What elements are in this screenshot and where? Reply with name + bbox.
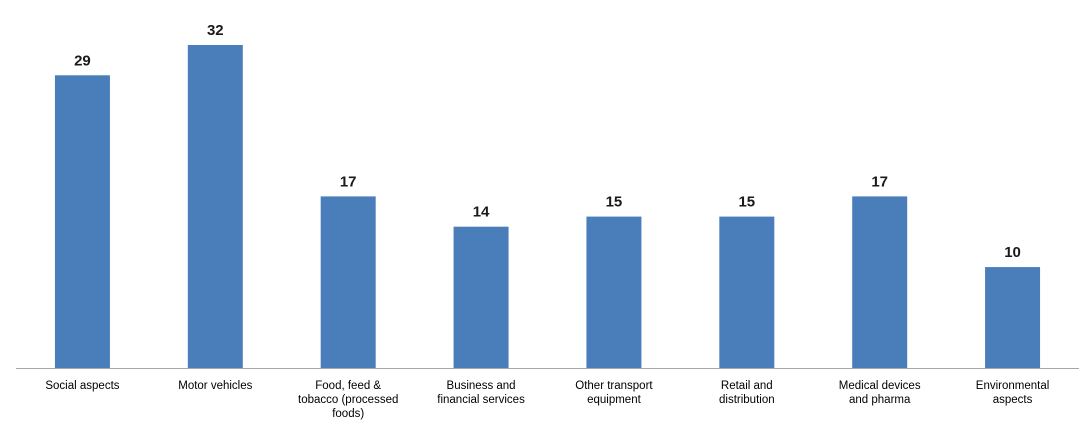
x-tick-label-line: financial services	[437, 394, 525, 406]
data-label: 15	[738, 194, 755, 211]
data-label: 10	[1004, 244, 1021, 261]
data-label: 15	[606, 194, 623, 211]
data-label: 14	[473, 204, 490, 221]
x-tick-label: Food, feed & tobacco (processed foods)	[298, 380, 398, 420]
x-tick-label: Motor vehicles	[178, 380, 252, 392]
x-tick-label: Environmental aspects	[976, 380, 1050, 406]
bar	[719, 216, 775, 368]
x-tick-label-line: distribution	[719, 394, 775, 406]
x-tick-label-line: Environmental	[976, 380, 1050, 392]
bar	[187, 45, 243, 368]
bar	[453, 226, 509, 368]
x-tick-label: Social aspects	[45, 380, 119, 392]
x-tick-label-line: aspects	[993, 394, 1033, 406]
x-tick-label-line: Retail and	[721, 380, 773, 392]
x-tick-label-line: Motor vehicles	[178, 380, 252, 392]
bar	[54, 75, 110, 368]
x-tick-label: Medical devices and pharma	[839, 380, 921, 406]
x-tick-label-line: Food, feed &	[315, 380, 381, 392]
data-label: 29	[74, 52, 91, 69]
x-tick-label-line: Medical devices	[839, 380, 921, 392]
x-tick-label: Business and financial services	[437, 380, 525, 406]
x-tick-label-line: Social aspects	[45, 380, 119, 392]
x-tick-label-line: and pharma	[849, 394, 911, 406]
data-label: 32	[207, 22, 224, 39]
bars-group	[54, 45, 1041, 368]
data-label: 17	[340, 173, 357, 190]
x-tick-label-line: equipment	[587, 394, 642, 406]
x-tick-label-line: tobacco (processed	[298, 394, 398, 406]
bar	[985, 267, 1041, 368]
x-tick-label-line: Other transport	[575, 380, 653, 392]
category-labels-group: Social aspects Motor vehicles Food, feed &…	[45, 380, 1049, 420]
x-tick-label: Other transport equipment	[575, 380, 653, 406]
x-tick-label: Retail and distribution	[719, 380, 775, 406]
value-labels-group: 29 32 17 14 15 15 17 10	[74, 22, 1021, 261]
data-label: 17	[871, 173, 888, 190]
bar	[852, 196, 908, 368]
x-tick-label-line: Business and	[447, 380, 516, 392]
bar	[320, 196, 376, 368]
x-tick-label-line: foods)	[332, 408, 364, 420]
bar	[586, 216, 642, 368]
